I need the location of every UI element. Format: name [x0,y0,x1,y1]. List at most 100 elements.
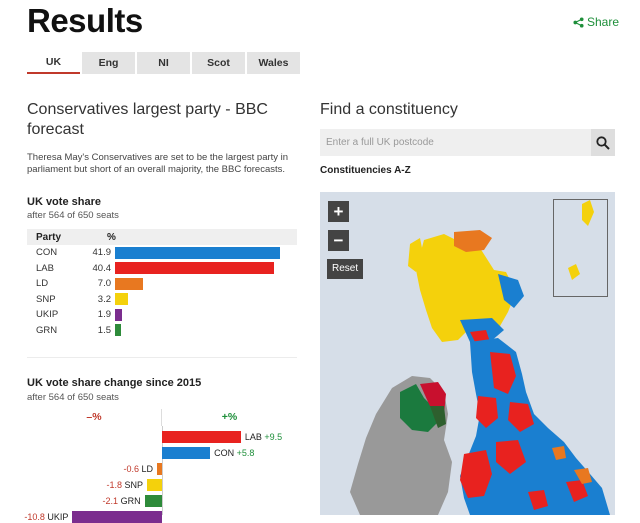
vote-share-value: 40.4 [92,262,112,274]
vote-change-bar [144,495,162,507]
region-tabs: UK Eng NI Scot Wales [27,52,302,74]
vote-change-label: -0.6 LD [123,463,153,475]
change-party: GRN [120,496,141,506]
vote-share-value: 1.5 [97,324,111,336]
vote-change-bar [162,431,241,443]
vote-share-row: LD 7.0 [27,276,297,292]
vote-share-bar-track [115,277,297,290]
change-party: LD [141,464,154,474]
vote-share-bar-track [115,308,297,321]
northern-ireland-green [400,384,438,432]
vote-share-title: UK vote share [27,196,101,208]
vote-share-bar-track [115,324,297,337]
positive-change-header: +% [221,411,238,423]
vote-change-title: UK vote share change since 2015 [27,377,202,389]
cornwall-ld [574,468,592,484]
vote-share-value: 41.9 [92,247,112,259]
forecast-summary: Theresa May's Conservatives are set to b… [27,152,289,175]
england-midlands-lab [496,440,526,474]
party-name: UKIP [36,309,59,321]
vote-change-label: -1.8 SNP [107,479,144,491]
vote-change-row: LAB +9.5 [27,431,297,443]
vote-change-label: CON +5.8 [214,447,254,459]
vote-share-row: UKIP 1.9 [27,307,297,323]
vote-change-bar [162,447,211,459]
postcode-input[interactable] [320,129,591,156]
vote-change-bar [157,463,162,475]
share-icon [573,16,584,28]
vote-share-value: 1.9 [97,309,111,321]
london-lab [566,480,588,502]
vote-change-label: -2.1 GRN [103,495,141,507]
percent-column-header: % [107,231,116,243]
vote-share-value: 7.0 [97,278,111,290]
tab-scot[interactable]: Scot [192,52,245,74]
vote-share-row: GRN 1.5 [27,323,297,339]
zero-axis [162,426,163,515]
england-southwest-lab [528,490,548,510]
change-party: SNP [124,480,144,490]
vote-change-row: -10.8 UKIP [24,511,297,523]
results-map[interactable]: + − Reset [320,192,615,515]
party-name: LD [36,278,49,290]
vote-share-subtitle: after 564 of 650 seats [27,210,119,221]
search-button[interactable] [591,129,615,156]
share-button[interactable]: Share [573,15,619,29]
scotland-borders-con [460,318,504,342]
zoom-out-button[interactable]: − [328,230,349,251]
change-value: +5.8 [236,448,255,458]
vote-share-row: LAB 40.4 [27,261,297,277]
tab-eng[interactable]: Eng [82,52,135,74]
party-column-header: Party [36,231,62,243]
zoom-in-button[interactable]: + [328,201,349,222]
party-name: CON [36,247,58,259]
wales-lab [460,450,492,498]
change-value: -0.6 [123,464,139,474]
scotland-snp [416,234,516,342]
vote-change-bar [147,479,162,491]
vote-share-bar [115,262,274,275]
shetland-islands [582,200,594,226]
change-party: LAB [244,432,262,442]
vote-change-label: LAB +9.5 [245,431,282,443]
page-title: Results [27,2,143,39]
constituencies-az-link[interactable]: Constituencies A-Z [320,165,411,176]
vote-change-row: -2.1 GRN [27,495,297,507]
vote-share-bar [115,293,128,306]
vote-change-subtitle: after 564 of 650 seats [27,392,119,403]
change-party: UKIP [47,512,69,522]
england-east-ld [552,446,566,460]
negative-change-header: –% [27,409,162,426]
vote-share-bar [115,324,121,337]
uk-map [350,200,610,515]
england-northwest-lab [476,396,498,428]
vote-share-header: Party % [27,229,297,245]
change-value: -2.1 [102,496,119,506]
northern-ireland-east [430,406,446,428]
vote-change-bar [72,511,162,523]
change-value: -1.8 [106,480,123,490]
party-name: LAB [36,262,54,274]
scotland-west-isles [408,238,424,272]
tab-ni[interactable]: NI [137,52,190,74]
vote-share-value: 3.2 [97,293,111,305]
england-north-lab [490,352,516,394]
scotland-northeast-con [498,274,524,308]
share-label: Share [587,15,620,29]
party-name: SNP [36,293,56,305]
party-name: GRN [36,324,58,336]
vote-share-bar-track [115,246,297,259]
tab-uk[interactable]: UK [27,52,80,74]
find-constituency-title: Find a constituency [320,101,458,118]
vote-share-row: CON 41.9 [27,245,297,261]
vote-share-table: Party % CON 41.9 LAB 40.4 LD 7.0 SNP 3.2 UKIP 1.9… [27,229,297,338]
forecast-headline: Conservatives largest party - BBC foreca… [27,101,268,138]
change-value: +9.5 [264,432,283,442]
vote-change-row: -0.6 LD [27,463,297,475]
section-divider [27,357,297,358]
shetland-inset-frame [553,199,608,297]
reset-button[interactable]: Reset [327,259,364,279]
vote-share-bar [115,277,143,290]
tab-wales[interactable]: Wales [247,52,300,74]
vote-share-bar-track [115,293,297,306]
